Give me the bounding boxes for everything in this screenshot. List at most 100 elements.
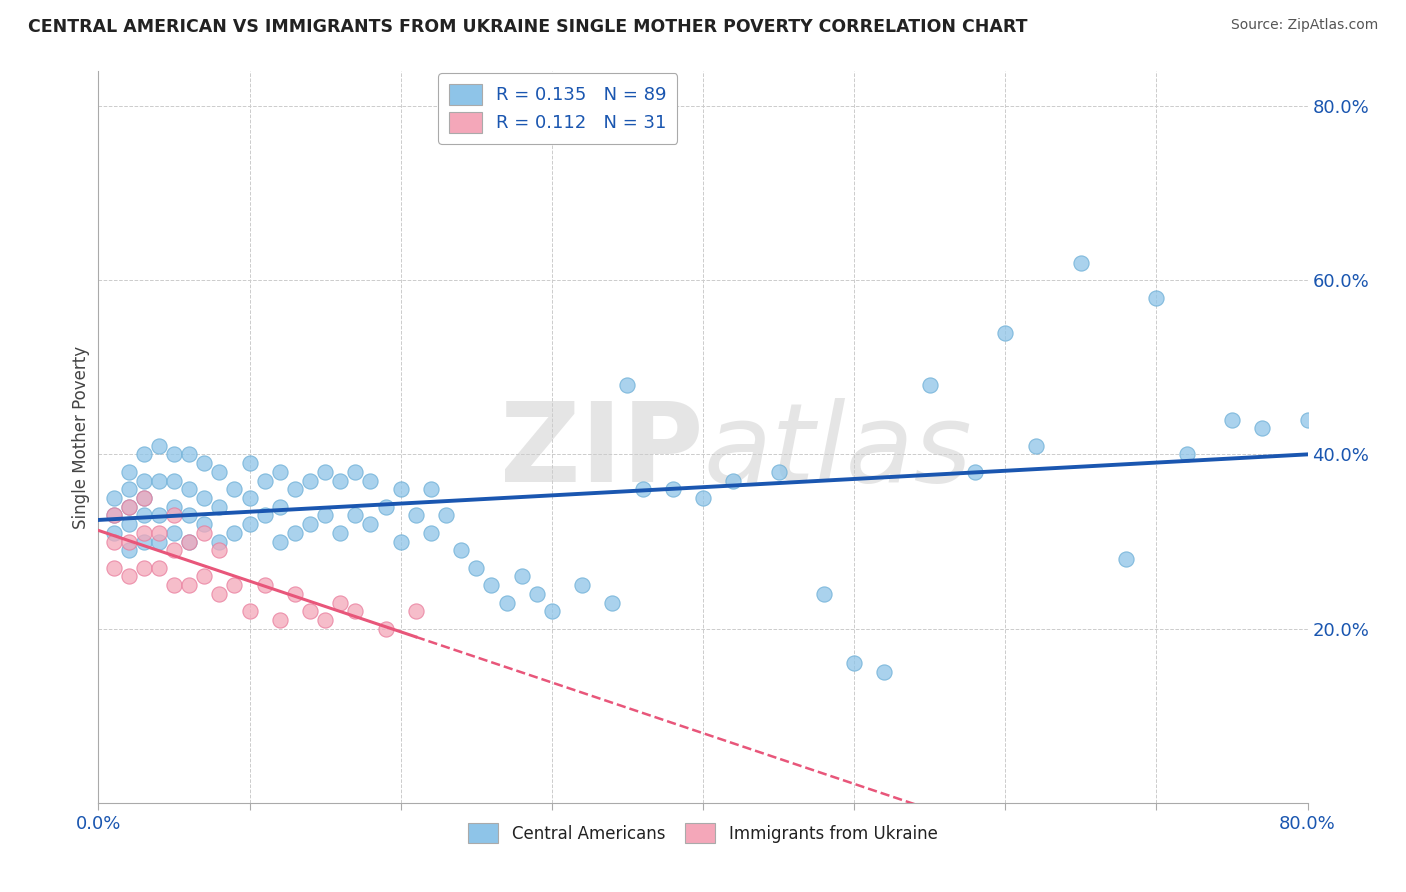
Point [329,595,352,609]
Point [299,517,322,532]
Point [405,508,427,523]
Point [118,534,141,549]
Point [269,534,291,549]
Point [132,491,155,505]
Point [208,500,231,514]
Point [329,525,352,540]
Point [224,525,246,540]
Point [269,500,291,514]
Point [526,587,548,601]
Point [602,595,624,609]
Point [239,517,262,532]
Point [193,456,215,470]
Point [420,525,443,540]
Point [284,525,307,540]
Point [631,483,654,497]
Point [1220,412,1243,426]
Point [329,474,352,488]
Point [179,508,201,523]
Point [193,491,215,505]
Point [118,500,141,514]
Point [163,525,186,540]
Point [768,465,790,479]
Text: atlas: atlas [703,398,972,505]
Point [179,534,201,549]
Point [344,604,367,618]
Point [118,465,141,479]
Point [692,491,714,505]
Point [1251,421,1274,435]
Point [253,508,276,523]
Point [193,517,215,532]
Point [148,560,170,574]
Point [179,483,201,497]
Point [103,534,125,549]
Point [269,465,291,479]
Point [118,543,141,558]
Point [918,377,941,392]
Point [208,465,231,479]
Point [163,474,186,488]
Point [434,508,457,523]
Point [374,622,396,636]
Point [132,525,155,540]
Y-axis label: Single Mother Poverty: Single Mother Poverty [72,345,90,529]
Point [148,474,170,488]
Point [179,448,201,462]
Point [269,613,291,627]
Point [132,448,155,462]
Point [284,483,307,497]
Point [510,569,533,583]
Point [465,560,488,574]
Point [239,456,262,470]
Point [253,474,276,488]
Point [239,604,262,618]
Point [163,500,186,514]
Point [481,578,503,592]
Point [389,534,412,549]
Point [616,377,638,392]
Point [208,587,231,601]
Point [179,534,201,549]
Point [193,569,215,583]
Point [813,587,835,601]
Point [208,543,231,558]
Text: Source: ZipAtlas.com: Source: ZipAtlas.com [1230,18,1378,32]
Point [314,465,336,479]
Point [148,508,170,523]
Point [132,491,155,505]
Point [344,508,367,523]
Text: CENTRAL AMERICAN VS IMMIGRANTS FROM UKRAINE SINGLE MOTHER POVERTY CORRELATION CH: CENTRAL AMERICAN VS IMMIGRANTS FROM UKRA… [28,18,1028,36]
Point [661,483,683,497]
Point [163,578,186,592]
Point [723,474,745,488]
Point [132,508,155,523]
Point [103,508,125,523]
Point [239,491,262,505]
Point [374,500,396,514]
Point [132,474,155,488]
Point [360,474,382,488]
Point [132,560,155,574]
Point [299,474,322,488]
Point [495,595,517,609]
Point [314,613,336,627]
Point [540,604,562,618]
Point [450,543,472,558]
Point [148,439,170,453]
Point [118,569,141,583]
Point [179,578,201,592]
Point [284,587,307,601]
Point [1296,412,1319,426]
Point [994,326,1017,340]
Point [118,500,141,514]
Point [1175,448,1198,462]
Point [405,604,427,618]
Point [118,483,141,497]
Point [299,604,322,618]
Point [132,534,155,549]
Point [1144,291,1167,305]
Point [224,578,246,592]
Point [1070,256,1092,270]
Point [193,525,215,540]
